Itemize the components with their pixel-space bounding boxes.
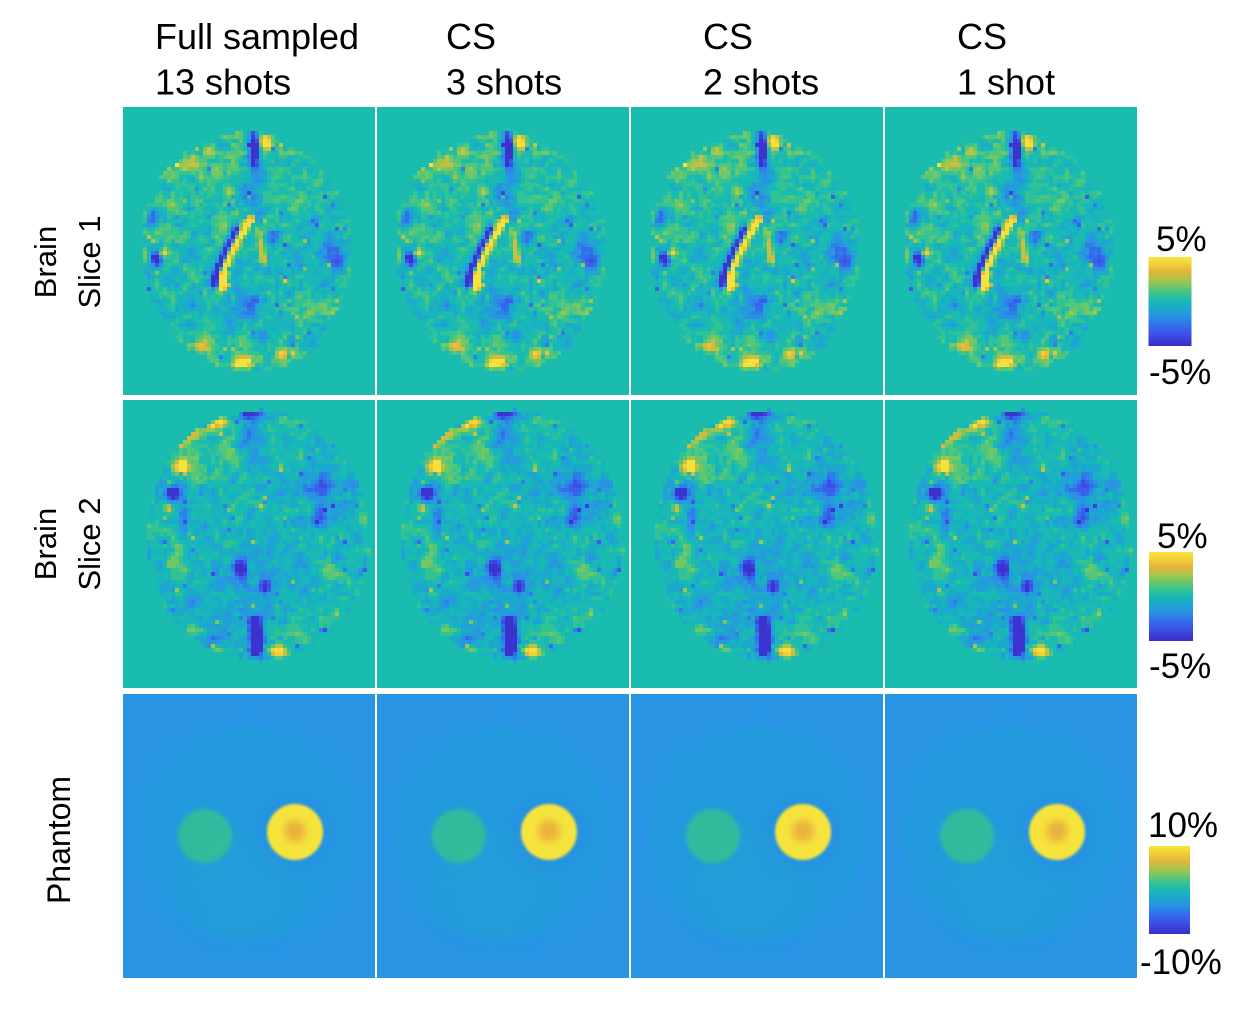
svg-text:CS: CS: [957, 16, 1007, 57]
svg-text:Brain: Brain: [28, 508, 63, 580]
svg-text:CS: CS: [446, 16, 496, 57]
svg-text:Brain: Brain: [28, 226, 63, 298]
svg-text:10%: 10%: [1148, 806, 1218, 845]
svg-text:Phantom: Phantom: [41, 776, 77, 904]
svg-text:-5%: -5%: [1149, 353, 1211, 392]
svg-text:Slice 1: Slice 1: [72, 215, 107, 308]
svg-text:5%: 5%: [1156, 220, 1207, 259]
svg-text:2 shots: 2 shots: [703, 62, 819, 103]
svg-text:Full sampled: Full sampled: [155, 16, 359, 57]
svg-text:13 shots: 13 shots: [155, 62, 291, 103]
svg-text:CS: CS: [703, 16, 753, 57]
svg-text:-10%: -10%: [1140, 943, 1222, 982]
svg-text:5%: 5%: [1157, 517, 1208, 556]
svg-text:3 shots: 3 shots: [446, 62, 562, 103]
svg-text:1 shot: 1 shot: [957, 62, 1055, 103]
svg-text:-5%: -5%: [1149, 647, 1211, 686]
svg-text:Slice 2: Slice 2: [72, 497, 107, 590]
